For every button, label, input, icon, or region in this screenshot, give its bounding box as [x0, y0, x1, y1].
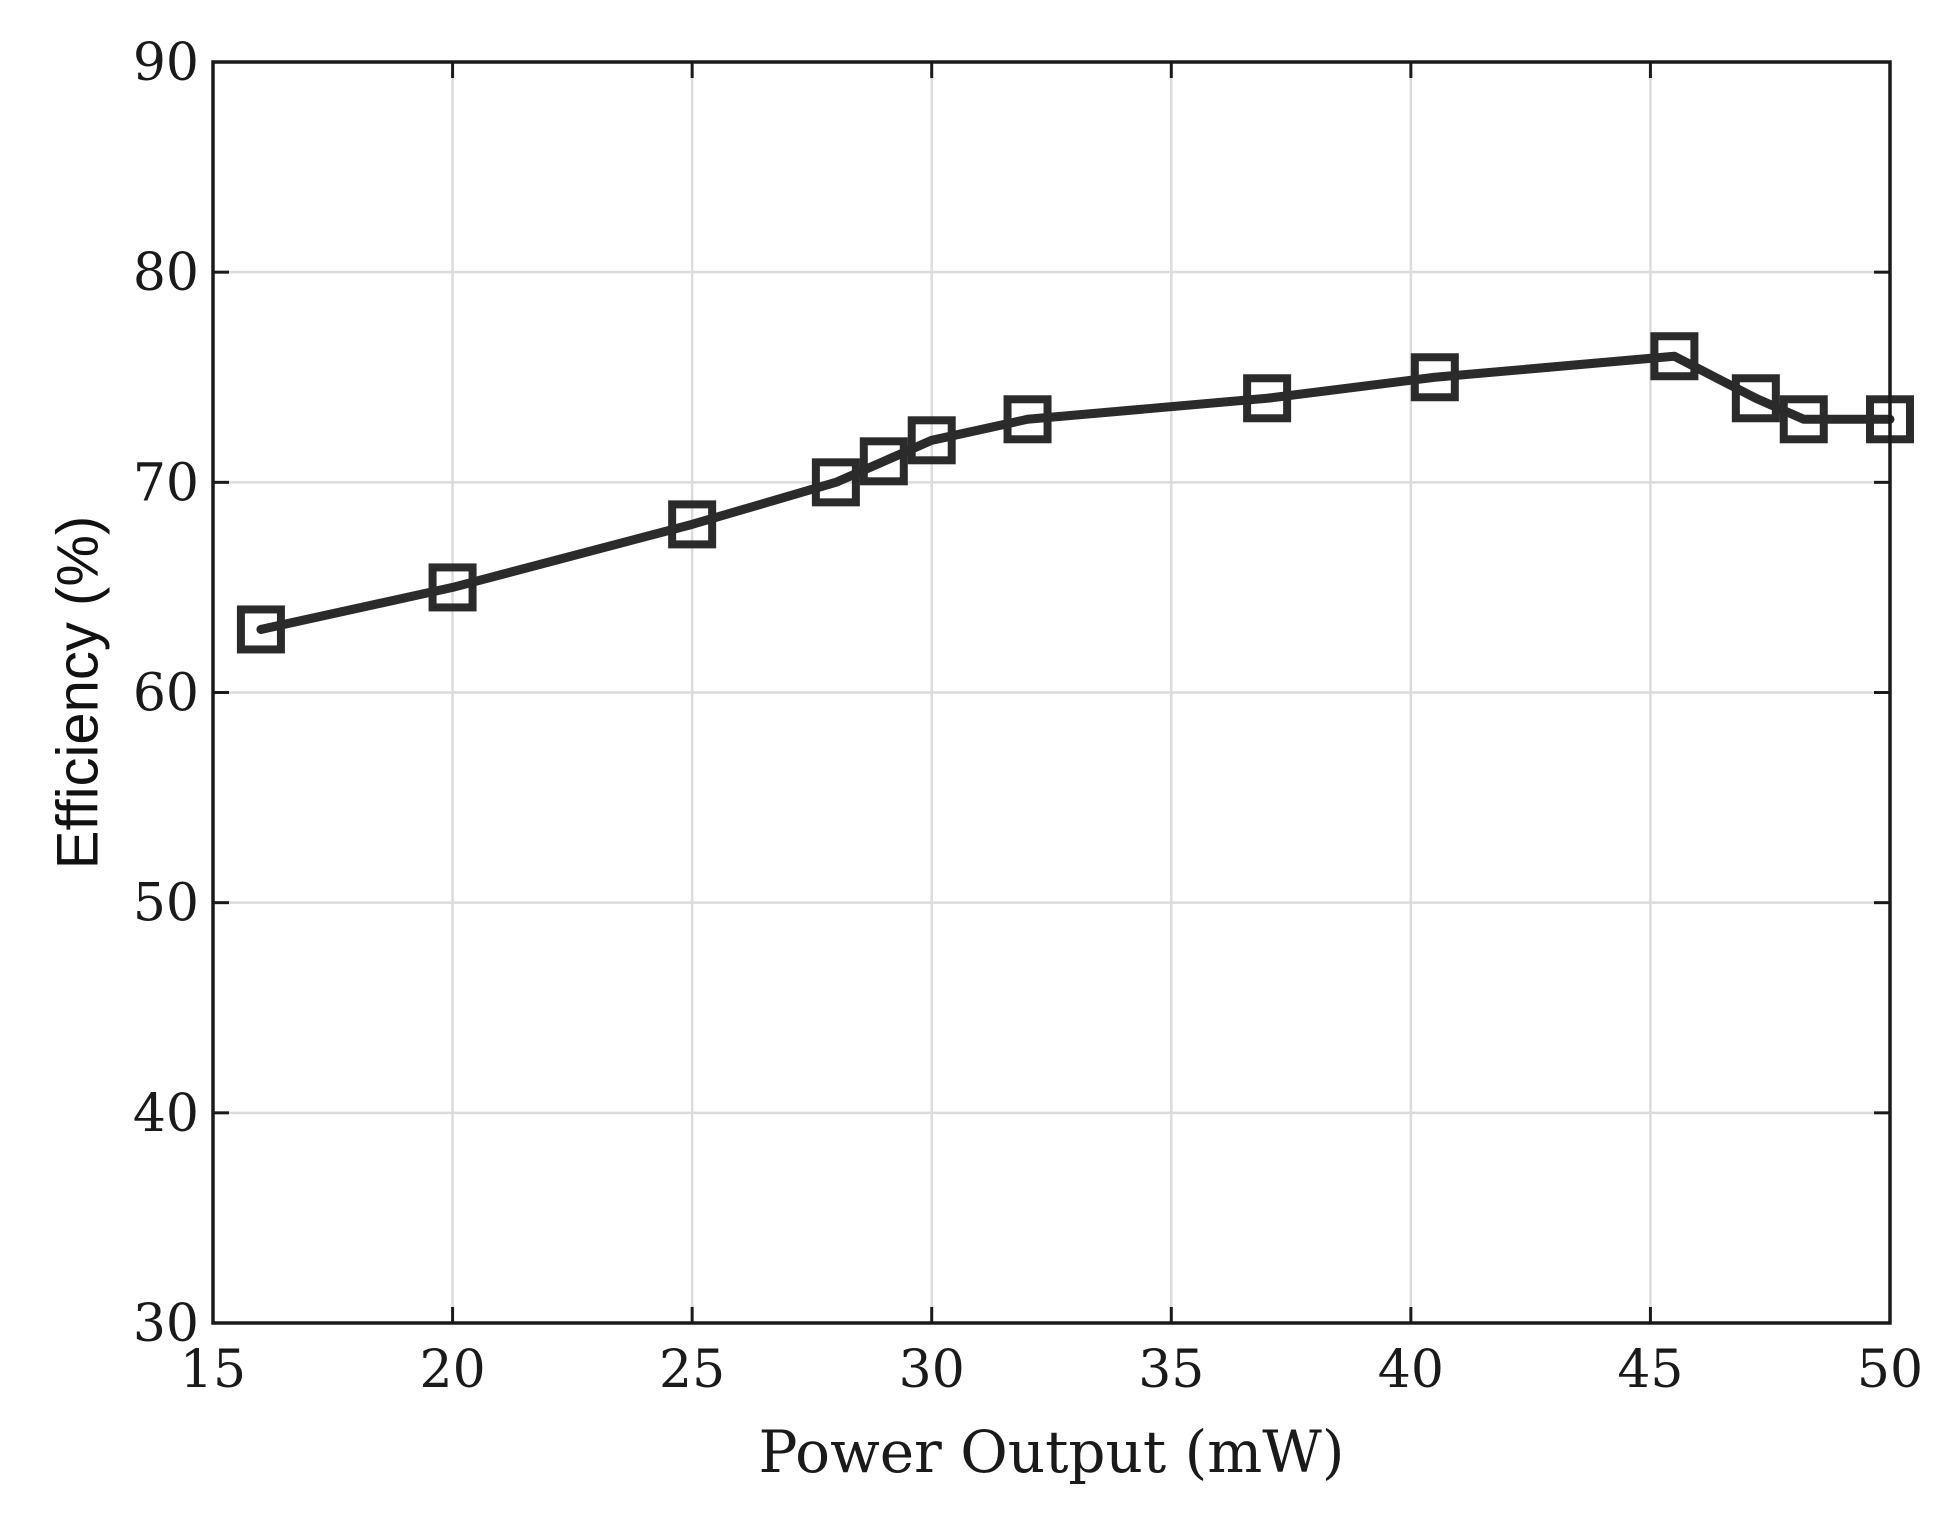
x-tick-label: 20: [419, 1340, 485, 1400]
x-tick-label: 15: [180, 1340, 246, 1400]
x-tick-label: 45: [1617, 1340, 1683, 1400]
grid: [213, 62, 1890, 1323]
data-point-marker: [1731, 374, 1780, 423]
data-point-marker: [1243, 374, 1292, 423]
data-point-marker: [811, 458, 860, 507]
data-point-marker: [428, 563, 477, 612]
data-point-marker: [236, 605, 285, 654]
x-axis-label: Power Output (mW): [758, 1418, 1344, 1486]
y-tick-label: 70: [133, 453, 199, 513]
y-tick-label: 30: [133, 1294, 199, 1354]
data-point-marker: [859, 437, 908, 486]
series-line: [256, 351, 1895, 634]
y-tick-labels: 30 40 50 60 70 80 90: [133, 33, 199, 1354]
data-point-marker: [668, 500, 717, 549]
y-tick-label: 40: [133, 1084, 199, 1144]
y-axis-label: Efficiency (%): [45, 516, 110, 869]
y-tick-label: 90: [133, 33, 199, 93]
y-tick-label: 80: [133, 243, 199, 303]
x-tick-label: 50: [1857, 1340, 1923, 1400]
x-tick-label: 40: [1378, 1340, 1444, 1400]
x-tick-label: 30: [899, 1340, 965, 1400]
x-tick-label: 25: [659, 1340, 725, 1400]
axes-frame: [211, 60, 1892, 1325]
data-series: [236, 332, 1914, 654]
data-point-marker: [907, 416, 956, 465]
y-tick-label: 60: [133, 664, 199, 724]
x-tick-labels: 15 20 25 30 35 40 45 50: [180, 1340, 1923, 1400]
x-tick-label: 35: [1138, 1340, 1204, 1400]
data-point-marker: [1003, 395, 1052, 444]
data-point-marker: [1410, 353, 1459, 402]
data-point-marker: [1779, 395, 1828, 444]
data-point-marker: [1650, 332, 1699, 381]
y-tick-label: 50: [133, 874, 199, 934]
